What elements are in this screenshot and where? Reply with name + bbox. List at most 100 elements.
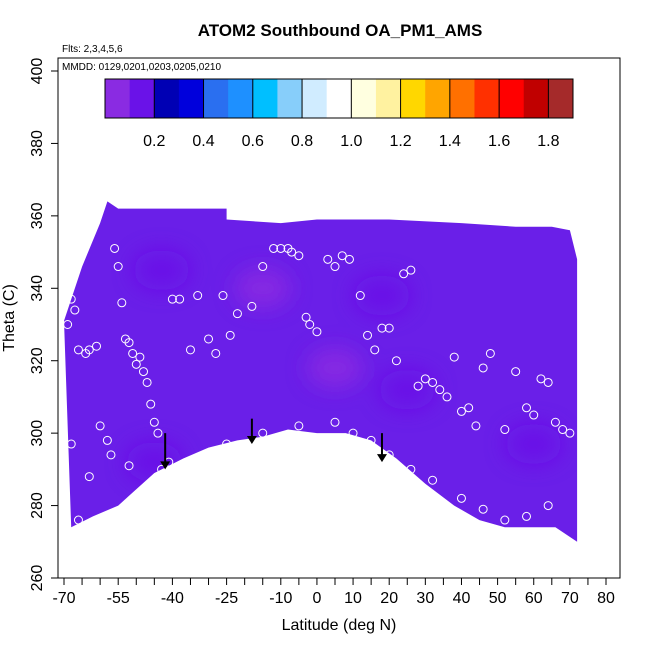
obs-point-45 (323, 254, 333, 264)
y-tick-label-3: 320 (29, 347, 46, 374)
x-tick-label-0: -70 (52, 590, 75, 607)
colorbar-cells (105, 79, 574, 118)
arrow-0 (160, 433, 171, 470)
obs-point-77 (182, 493, 192, 503)
colorbar-tick-label-6: 1.4 (439, 133, 461, 150)
x-tick-label-7: 20 (380, 590, 398, 607)
x-axis: -70 -55 -40 -25 -10 0 10 20 30 40 50 60 70 80 (52, 578, 615, 607)
obs-point-79 (222, 439, 232, 449)
y-tick-label-4: 340 (29, 275, 46, 302)
obs-point-75 (558, 425, 568, 435)
colorbar-cell-14 (449, 79, 475, 118)
field-patch-3 (505, 424, 562, 465)
field-layer (64, 201, 578, 542)
obs-point-24 (149, 486, 159, 496)
field-patch-2 (379, 369, 436, 410)
colorbar-cell-6 (252, 79, 278, 118)
obs-point-23 (146, 497, 156, 507)
obs-point-7 (110, 243, 120, 253)
colorbar-tick-label-0: 0.2 (143, 133, 165, 150)
obs-point-8 (113, 262, 123, 272)
obs-point-58 (420, 374, 430, 384)
obs-point-9 (117, 298, 127, 308)
obs-point-21 (160, 472, 170, 482)
obs-point-56 (406, 265, 416, 275)
obs-point-52 (377, 323, 387, 333)
x-tick-label-2: -40 (161, 590, 184, 607)
field-patch-1 (133, 250, 190, 291)
obs-point-16 (142, 377, 152, 387)
obs-point-6 (92, 341, 102, 351)
obs-point-81 (258, 428, 268, 438)
x-tick-label-10: 50 (489, 590, 507, 607)
obs-point-72 (536, 374, 546, 384)
obs-point-36 (258, 262, 268, 272)
x-tick-label-3: -25 (215, 590, 238, 607)
colorbar-cell-7 (277, 79, 303, 118)
obs-point-34 (232, 309, 242, 319)
obs-point-43 (305, 320, 315, 329)
colorbar-tick-label-8: 1.8 (537, 133, 559, 150)
obs-point-54 (391, 356, 401, 366)
obs-point-11 (124, 338, 134, 348)
obs-point-51 (370, 345, 380, 355)
colorbar-cell-2 (154, 79, 180, 118)
obs-point-19 (153, 428, 163, 438)
x-tick-label-6: 10 (344, 590, 362, 607)
y-axis: 260 280 300 320 340 360 380 400 (29, 58, 58, 591)
colorbar-cell-4 (203, 79, 229, 118)
obs-point-47 (337, 251, 347, 261)
obs-point-84 (348, 428, 358, 438)
obs-point-95 (102, 435, 112, 445)
colorbar-cell-13 (425, 79, 451, 118)
colorbar-cell-16 (499, 79, 525, 118)
obs-point-89 (456, 493, 466, 503)
colorbar-cell-5 (228, 79, 254, 118)
obs-point-20 (157, 464, 167, 474)
obs-point-88 (428, 475, 438, 485)
obs-point-17 (146, 399, 156, 409)
obs-point-99 (66, 439, 76, 449)
x-tick-label-8: 30 (416, 590, 434, 607)
obs-point-40 (287, 247, 297, 257)
obs-point-49 (355, 291, 365, 301)
x-tick-label-9: 40 (453, 590, 471, 607)
colorbar-cell-0 (105, 79, 131, 118)
colorbar-cell-3 (178, 79, 205, 118)
colorbar-tick-label-2: 0.6 (242, 133, 264, 150)
x-axis-label: Latitude (deg N) (282, 617, 397, 634)
x-tick-label-5: 0 (312, 590, 321, 607)
obs-point-65 (471, 421, 481, 431)
obs-point-90 (478, 504, 488, 514)
y-tick-label-2: 300 (29, 420, 46, 447)
field-patch-5 (234, 268, 291, 309)
obs-point-96 (106, 450, 116, 460)
field-patch-6 (307, 347, 363, 388)
obs-point-53 (384, 323, 394, 333)
obs-point-27 (175, 294, 185, 304)
colorbar-cell-18 (548, 79, 574, 118)
obs-point-80 (240, 443, 250, 453)
obs-point-55 (399, 269, 409, 279)
obs-point-15 (138, 367, 148, 377)
field-patch-4 (353, 275, 410, 316)
x-tick-label-11: 60 (525, 590, 543, 607)
obs-point-3 (73, 345, 83, 355)
arrows (160, 418, 387, 470)
obs-points (63, 243, 575, 525)
x-tick-label-1: -55 (107, 590, 130, 607)
colorbar-cell-11 (375, 79, 402, 118)
obs-point-74 (550, 417, 560, 427)
obs-point-29 (193, 291, 203, 301)
obs-point-25 (124, 461, 134, 471)
obs-point-2 (70, 305, 80, 315)
colorbar-ticks: 0.2 0.4 0.6 0.8 1.0 1.2 1.4 1.6 1.8 (143, 79, 560, 150)
obs-point-38 (276, 243, 286, 253)
obs-point-35 (247, 301, 257, 311)
dates-note: MMDD: 0129,0201,0203,0205,0210 (62, 62, 221, 73)
obs-point-48 (344, 254, 354, 264)
obs-point-68 (500, 425, 510, 435)
obs-point-85 (366, 435, 376, 445)
x-tick-label-12: 70 (561, 590, 579, 607)
